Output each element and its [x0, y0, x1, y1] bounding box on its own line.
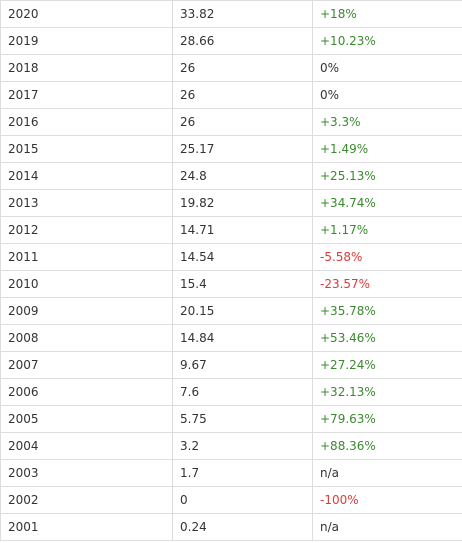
value-cell: 14.71: [172, 216, 313, 244]
change-cell: +88.36%: [312, 432, 462, 460]
change-cell: +53.46%: [312, 324, 462, 352]
change-cell: -5.58%: [312, 243, 462, 271]
table-row: 2017 26 0%: [0, 81, 462, 109]
change-cell: +10.23%: [312, 27, 462, 55]
table-row: 2006 7.6 +32.13%: [0, 378, 462, 406]
change-cell: n/a: [312, 459, 462, 487]
table-row: 2016 26 +3.3%: [0, 108, 462, 136]
table-row: 2018 26 0%: [0, 54, 462, 82]
change-cell: 0%: [312, 54, 462, 82]
table-row: 2013 19.82 +34.74%: [0, 189, 462, 217]
change-cell: -23.57%: [312, 270, 462, 298]
value-cell: 0.24: [172, 513, 313, 541]
table-row: 2011 14.54 -5.58%: [0, 243, 462, 271]
year-cell: 2004: [0, 432, 173, 460]
change-cell: +32.13%: [312, 378, 462, 406]
change-cell: +34.74%: [312, 189, 462, 217]
table-row: 2003 1.7 n/a: [0, 459, 462, 487]
value-cell: 26: [172, 108, 313, 136]
year-cell: 2016: [0, 108, 173, 136]
change-cell: +27.24%: [312, 351, 462, 379]
change-cell: -100%: [312, 486, 462, 514]
value-cell: 33.82: [172, 0, 313, 28]
year-cell: 2013: [0, 189, 173, 217]
value-cell: 7.6: [172, 378, 313, 406]
table-row: 2004 3.2 +88.36%: [0, 432, 462, 460]
change-cell: +25.13%: [312, 162, 462, 190]
year-cell: 2007: [0, 351, 173, 379]
table-row: 2009 20.15 +35.78%: [0, 297, 462, 325]
table-row: 2002 0 -100%: [0, 486, 462, 514]
year-cell: 2009: [0, 297, 173, 325]
table-row: 2019 28.66 +10.23%: [0, 27, 462, 55]
value-cell: 1.7: [172, 459, 313, 487]
year-cell: 2014: [0, 162, 173, 190]
table-row: 2007 9.67 +27.24%: [0, 351, 462, 379]
table-row: 2020 33.82 +18%: [0, 0, 462, 28]
value-cell: 14.84: [172, 324, 313, 352]
year-cell: 2002: [0, 486, 173, 514]
change-cell: +79.63%: [312, 405, 462, 433]
change-cell: +1.49%: [312, 135, 462, 163]
year-cell: 2020: [0, 0, 173, 28]
value-cell: 15.4: [172, 270, 313, 298]
value-cell: 5.75: [172, 405, 313, 433]
year-cell: 2003: [0, 459, 173, 487]
value-cell: 20.15: [172, 297, 313, 325]
year-cell: 2008: [0, 324, 173, 352]
year-cell: 2017: [0, 81, 173, 109]
value-cell: 0: [172, 486, 313, 514]
change-cell: +35.78%: [312, 297, 462, 325]
value-cell: 3.2: [172, 432, 313, 460]
table-row: 2008 14.84 +53.46%: [0, 324, 462, 352]
table-row: 2010 15.4 -23.57%: [0, 270, 462, 298]
table-row: 2005 5.75 +79.63%: [0, 405, 462, 433]
change-cell: +18%: [312, 0, 462, 28]
year-cell: 2010: [0, 270, 173, 298]
year-cell: 2011: [0, 243, 173, 271]
year-cell: 2005: [0, 405, 173, 433]
change-cell: n/a: [312, 513, 462, 541]
value-cell: 26: [172, 81, 313, 109]
change-cell: +3.3%: [312, 108, 462, 136]
table-row: 2001 0.24 n/a: [0, 513, 462, 541]
value-cell: 26: [172, 54, 313, 82]
year-cell: 2006: [0, 378, 173, 406]
value-cell: 14.54: [172, 243, 313, 271]
year-cell: 2019: [0, 27, 173, 55]
value-cell: 9.67: [172, 351, 313, 379]
value-cell: 19.82: [172, 189, 313, 217]
year-cell: 2012: [0, 216, 173, 244]
change-cell: 0%: [312, 81, 462, 109]
table-row: 2012 14.71 +1.17%: [0, 216, 462, 244]
table-row: 2015 25.17 +1.49%: [0, 135, 462, 163]
change-cell: +1.17%: [312, 216, 462, 244]
table-row: 2014 24.8 +25.13%: [0, 162, 462, 190]
year-cell: 2015: [0, 135, 173, 163]
value-cell: 25.17: [172, 135, 313, 163]
value-cell: 24.8: [172, 162, 313, 190]
year-cell: 2001: [0, 513, 173, 541]
year-cell: 2018: [0, 54, 173, 82]
value-cell: 28.66: [172, 27, 313, 55]
